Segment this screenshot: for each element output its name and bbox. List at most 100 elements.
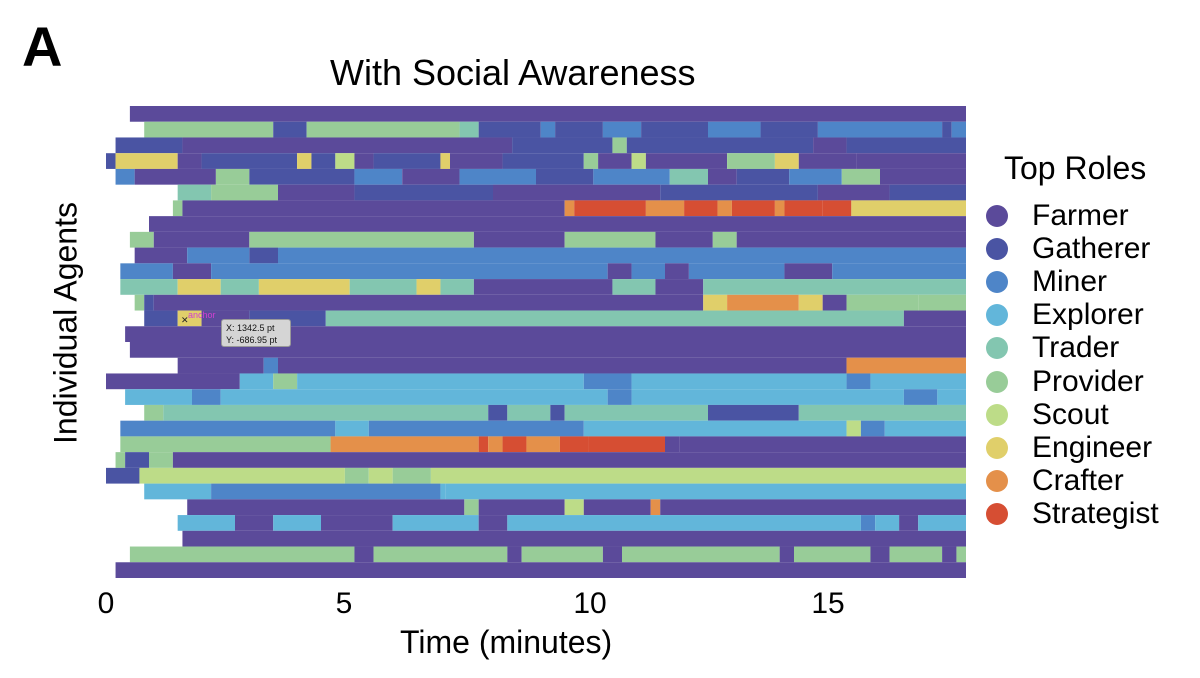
- legend-swatch: [986, 503, 1008, 526]
- legend-label: Engineer: [1032, 430, 1153, 464]
- role-segment-gatherer: [641, 121, 708, 138]
- role-segment-provider: [521, 546, 603, 563]
- role-segment-gatherer: [201, 153, 298, 169]
- role-segment-miner: [187, 247, 250, 264]
- role-segment-trader: [177, 184, 212, 201]
- role-segment-scout: [335, 153, 355, 169]
- role-segment-miner: [115, 168, 135, 185]
- role-segment-strategist: [588, 436, 665, 453]
- legend-label: Provider: [1032, 364, 1144, 398]
- role-segment-gatherer: [736, 168, 790, 185]
- role-segment-farmer: [235, 515, 274, 531]
- role-segment-gatherer: [660, 184, 818, 201]
- role-segment-explorer: [631, 389, 904, 405]
- legend-item-trader: Trader: [986, 331, 1119, 365]
- role-segment-trader: [798, 404, 966, 421]
- role-segment-farmer: [177, 153, 202, 169]
- role-segment-crafter: [488, 436, 503, 453]
- role-segment-miner: [631, 263, 665, 280]
- role-segment-engineer: [177, 279, 221, 295]
- role-segment-farmer: [817, 184, 890, 201]
- role-segment-farmer: [708, 168, 737, 185]
- role-segment-gatherer: [106, 153, 116, 169]
- role-segment-miner: [846, 373, 871, 390]
- role-segment-farmer: [153, 231, 250, 248]
- role-segment-gatherer: [249, 168, 355, 185]
- role-segment-trader: [459, 121, 479, 138]
- role-segment-scout: [368, 467, 393, 484]
- legend-swatch: [986, 304, 1008, 327]
- role-segment-trader: [612, 279, 656, 295]
- role-segment-provider: [712, 231, 737, 248]
- x-coordinate-readout: X: 1342.5 pt: [226, 323, 275, 333]
- role-segment-trader: [349, 279, 417, 295]
- x-tick-label: 0: [97, 587, 115, 620]
- role-segment-provider: [273, 373, 298, 390]
- legend-label: Farmer: [1032, 198, 1129, 232]
- role-segment-farmer: [493, 184, 661, 201]
- role-segment-engineer: [851, 200, 966, 217]
- role-segment-farmer: [182, 200, 565, 217]
- role-segment-engineer: [258, 279, 350, 295]
- anchor-label: anchor: [188, 310, 216, 320]
- role-segment-farmer: [278, 357, 847, 374]
- role-segment-provider: [794, 546, 871, 563]
- role-segment-gatherer: [488, 404, 508, 421]
- role-segment-gatherer: [249, 247, 278, 264]
- role-segment-farmer: [473, 231, 565, 248]
- role-segment-farmer: [822, 294, 847, 311]
- role-segment-crafter: [650, 499, 661, 516]
- role-segment-trader: [440, 279, 474, 295]
- role-segment-farmer: [736, 231, 966, 248]
- legend-swatch: [986, 204, 1008, 227]
- role-segment-provider: [564, 231, 656, 248]
- coordinate-tooltip: X: 1342.5 pt Y: -686.95 pt: [221, 319, 291, 347]
- role-segment-gatherer: [115, 137, 183, 154]
- role-segment-trader: [120, 279, 178, 295]
- role-segment-strategist: [822, 200, 852, 217]
- role-segment-explorer: [297, 373, 584, 390]
- role-segment-farmer: [645, 153, 728, 169]
- role-segment-provider: [727, 153, 775, 169]
- role-segment-gatherer: [106, 467, 140, 484]
- panel-letter: A: [22, 15, 63, 78]
- role-segment-miner: [607, 389, 632, 405]
- legend-item-crafter: Crafter: [986, 464, 1124, 498]
- role-segment-farmer: [129, 106, 966, 122]
- role-segment-strategist: [784, 200, 823, 217]
- role-segment-trader: [325, 310, 904, 327]
- role-segment-gatherer: [354, 184, 493, 201]
- role-segment-farmer: [478, 515, 508, 531]
- role-segment-engineer: [416, 279, 441, 295]
- role-segment-farmer: [187, 499, 465, 516]
- role-segment-explorer: [870, 373, 966, 390]
- role-segment-scout: [430, 467, 966, 484]
- chart-title: With Social Awareness: [330, 52, 696, 93]
- legend-item-gatherer: Gatherer: [986, 232, 1150, 265]
- role-segment-engineer: [798, 294, 823, 311]
- role-segment-farmer: [679, 436, 966, 453]
- x-tick-label: 10: [573, 587, 607, 620]
- role-segment-provider: [392, 467, 431, 484]
- legend-swatch: [986, 403, 1008, 426]
- legend-item-scout: Scout: [986, 398, 1109, 431]
- legend-label: Crafter: [1032, 464, 1124, 498]
- role-segment-gatherer: [125, 452, 149, 468]
- role-segment-trader: [507, 404, 551, 421]
- role-segment-gatherer: [708, 404, 799, 421]
- role-segment-miner: [263, 357, 278, 374]
- role-segment-provider: [149, 452, 173, 468]
- role-segment-gatherer: [942, 121, 952, 138]
- role-segment-explorer: [440, 483, 446, 500]
- role-segment-provider: [120, 436, 331, 453]
- role-segment-farmer: [660, 499, 880, 516]
- role-segment-crafter: [564, 200, 575, 217]
- role-segment-farmer: [598, 153, 632, 169]
- role-segment-gatherer: [760, 121, 818, 138]
- role-segment-crafter: [526, 436, 560, 453]
- role-segment-farmer: [870, 546, 890, 563]
- legend-swatch: [986, 237, 1008, 260]
- role-segment-crafter: [645, 200, 685, 217]
- role-segment-farmer: [129, 342, 966, 358]
- role-segment-farmer: [134, 168, 216, 185]
